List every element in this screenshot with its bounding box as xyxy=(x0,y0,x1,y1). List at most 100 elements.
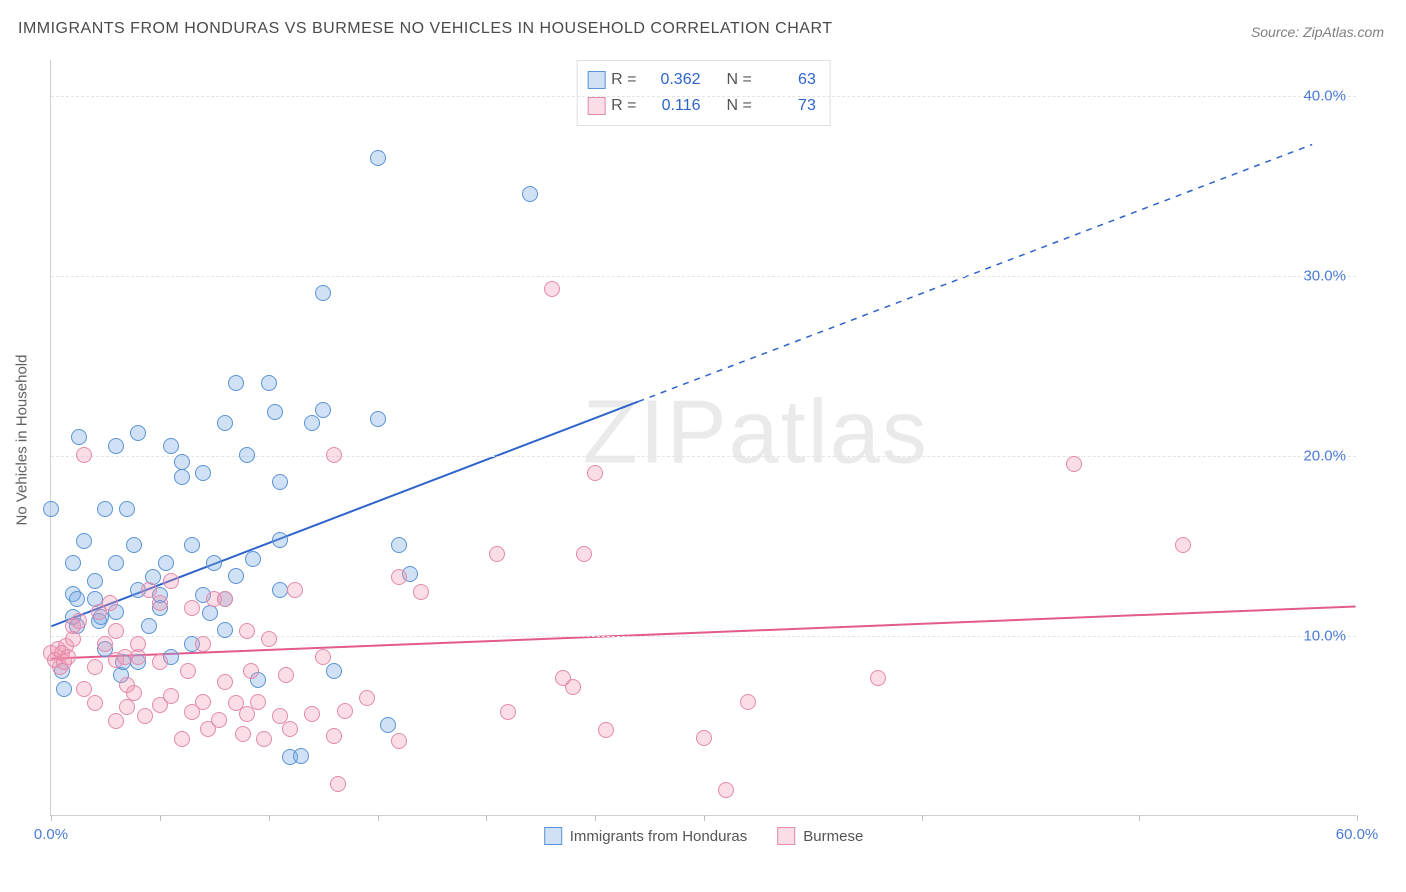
gridline-h xyxy=(51,96,1356,97)
x-tick-mark xyxy=(704,815,705,821)
data-point-honduras xyxy=(370,411,386,427)
data-point-burmese xyxy=(337,703,353,719)
data-point-burmese xyxy=(71,613,87,629)
data-point-honduras xyxy=(158,555,174,571)
data-point-honduras xyxy=(206,555,222,571)
data-point-honduras xyxy=(174,454,190,470)
data-point-burmese xyxy=(256,731,272,747)
data-point-honduras xyxy=(87,573,103,589)
data-point-honduras xyxy=(261,375,277,391)
data-point-burmese xyxy=(391,569,407,585)
legend-swatch-honduras xyxy=(587,71,605,89)
x-tick-mark xyxy=(922,815,923,821)
x-tick-mark xyxy=(269,815,270,821)
x-tick-mark xyxy=(378,815,379,821)
data-point-burmese xyxy=(184,600,200,616)
y-axis-label: No Vehicles in Household xyxy=(14,355,31,526)
data-point-burmese xyxy=(217,591,233,607)
data-point-honduras xyxy=(163,438,179,454)
data-point-honduras xyxy=(126,537,142,553)
data-point-honduras xyxy=(239,447,255,463)
data-point-honduras xyxy=(370,150,386,166)
data-point-burmese xyxy=(76,681,92,697)
data-point-burmese xyxy=(489,546,505,562)
x-tick-mark xyxy=(51,815,52,821)
data-point-burmese xyxy=(239,623,255,639)
series-swatch-honduras xyxy=(544,827,562,845)
legend-R-value: 0.362 xyxy=(643,67,701,93)
x-tick-mark xyxy=(486,815,487,821)
data-point-burmese xyxy=(108,713,124,729)
data-point-burmese xyxy=(391,733,407,749)
data-point-honduras xyxy=(315,285,331,301)
watermark: ZIPatlas xyxy=(583,381,929,484)
trend-lines-layer xyxy=(51,60,1356,815)
data-point-honduras xyxy=(65,555,81,571)
data-point-burmese xyxy=(130,636,146,652)
data-point-honduras xyxy=(119,501,135,517)
data-point-honduras xyxy=(217,622,233,638)
scatter-plot-area: ZIPatlas R =0.362N =63R =0.116N =73 Immi… xyxy=(50,60,1356,816)
data-point-burmese xyxy=(1066,456,1082,472)
data-point-burmese xyxy=(326,447,342,463)
data-point-honduras xyxy=(56,681,72,697)
data-point-burmese xyxy=(87,695,103,711)
x-tick-label: 0.0% xyxy=(34,826,68,843)
data-point-honduras xyxy=(304,415,320,431)
data-point-burmese xyxy=(87,659,103,675)
y-tick-label: 40.0% xyxy=(1303,88,1346,105)
data-point-burmese xyxy=(152,654,168,670)
data-point-burmese xyxy=(235,726,251,742)
data-point-burmese xyxy=(587,465,603,481)
data-point-burmese xyxy=(315,649,331,665)
data-point-burmese xyxy=(326,728,342,744)
data-point-honduras xyxy=(326,663,342,679)
data-point-honduras xyxy=(43,501,59,517)
data-point-burmese xyxy=(180,663,196,679)
data-point-burmese xyxy=(97,636,113,652)
data-point-honduras xyxy=(184,537,200,553)
series-name-honduras: Immigrants from Honduras xyxy=(570,828,748,845)
x-tick-label: 60.0% xyxy=(1336,826,1379,843)
x-tick-mark xyxy=(160,815,161,821)
series-legend-item-honduras: Immigrants from Honduras xyxy=(544,827,748,845)
data-point-honduras xyxy=(228,568,244,584)
data-point-burmese xyxy=(195,694,211,710)
data-point-burmese xyxy=(544,281,560,297)
data-point-burmese xyxy=(576,546,592,562)
data-point-honduras xyxy=(69,591,85,607)
data-point-burmese xyxy=(565,679,581,695)
data-point-honduras xyxy=(108,555,124,571)
data-point-burmese xyxy=(261,631,277,647)
data-point-honduras xyxy=(202,605,218,621)
data-point-burmese xyxy=(102,595,118,611)
data-point-honduras xyxy=(97,501,113,517)
y-tick-label: 10.0% xyxy=(1303,628,1346,645)
gridline-h xyxy=(51,276,1356,277)
data-point-burmese xyxy=(60,649,76,665)
legend-N-label: N = xyxy=(727,67,752,93)
data-point-burmese xyxy=(119,699,135,715)
data-point-burmese xyxy=(718,782,734,798)
data-point-burmese xyxy=(137,708,153,724)
data-point-honduras xyxy=(267,404,283,420)
data-point-burmese xyxy=(211,712,227,728)
data-point-honduras xyxy=(272,532,288,548)
data-point-burmese xyxy=(413,584,429,600)
trend-line-ext-honduras xyxy=(638,144,1312,401)
legend-N-value: 63 xyxy=(758,67,816,93)
data-point-honduras xyxy=(272,582,288,598)
data-point-honduras xyxy=(391,537,407,553)
data-point-burmese xyxy=(740,694,756,710)
data-point-burmese xyxy=(598,722,614,738)
data-point-burmese xyxy=(239,706,255,722)
data-point-burmese xyxy=(217,674,233,690)
data-point-honduras xyxy=(380,717,396,733)
data-point-burmese xyxy=(696,730,712,746)
data-point-burmese xyxy=(163,573,179,589)
x-tick-mark xyxy=(595,815,596,821)
data-point-burmese xyxy=(108,623,124,639)
legend-R-label: R = xyxy=(611,67,636,93)
data-point-honduras xyxy=(174,469,190,485)
data-point-burmese xyxy=(330,776,346,792)
